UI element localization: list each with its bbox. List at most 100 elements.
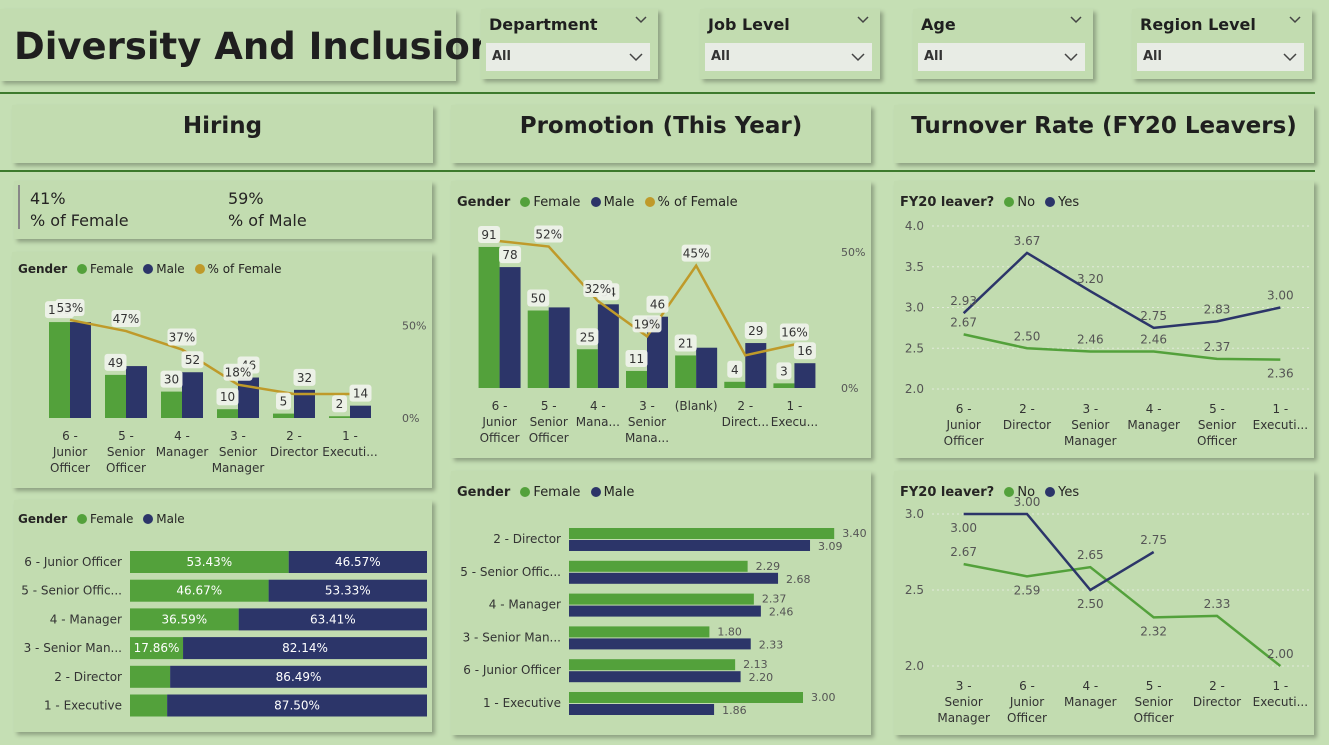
legend-pct-marker: [644, 197, 655, 207]
kpi-male-value: 59%: [228, 189, 264, 208]
slicer-dropdown[interactable]: All: [705, 43, 872, 71]
bar-female: [273, 413, 294, 418]
slicer-dropdown[interactable]: All: [486, 43, 650, 71]
turnover-line-chart-1[interactable]: FY20 leaver? No Yes 4.0 3.5 3.0 2.5 2.0 6 -Ju…: [894, 181, 1314, 458]
data-label-female: 3: [780, 364, 788, 378]
section-hiring: Hiring: [12, 105, 433, 163]
legend-male: Male: [603, 485, 635, 500]
kpi-accent-bar: [18, 185, 20, 229]
slicer-dropdown[interactable]: All: [918, 43, 1085, 71]
data-label-female: 2: [336, 397, 344, 411]
legend-no: No: [1017, 485, 1036, 500]
hiring-combo-chart[interactable]: Gender Female Male % of Female 50% 0% 6 -J…: [12, 252, 432, 488]
x-tick-label: (Blank): [675, 399, 718, 413]
chart-legend: Gender Female Male % of Female: [18, 262, 282, 276]
line-yes: [962, 251, 1281, 330]
data-label-no: 2.50: [1014, 329, 1041, 343]
legend-pct-female: % of Female: [657, 195, 738, 210]
bar-male: [182, 372, 203, 418]
bar-female: [527, 310, 549, 388]
chevron-down-icon[interactable]: [856, 15, 870, 25]
slicer-age[interactable]: Age All: [913, 9, 1093, 79]
bar-female: [569, 593, 754, 605]
hiring-combo-svg: 50% 0% 6 -Junior Officer 5 -Senior Officer 4 -…: [45, 298, 426, 475]
x-tick-label: 3 -Senior Manager: [212, 429, 265, 475]
y-tick-label: 6 - Junior Officer: [463, 663, 561, 677]
bar-male: [745, 343, 767, 388]
line-yes: [963, 512, 1155, 592]
bar-male: [548, 307, 570, 388]
slicer-dropdown[interactable]: All: [1137, 43, 1304, 71]
x-tick-label: 1 -Execu...: [771, 399, 818, 429]
data-label-male: 82.14%: [282, 641, 328, 655]
data-label-female-bg: [160, 370, 183, 388]
bar-female: [773, 383, 795, 388]
data-label-female: 2.13: [743, 658, 768, 671]
y-tick-label: 3.0: [905, 507, 924, 521]
slicer-value: All: [711, 49, 730, 64]
y-tick-label: 5 - Senior Offic...: [460, 565, 561, 579]
data-label-male: 2.33: [759, 638, 784, 651]
y-tick-label: 3 - Senior Man...: [24, 641, 122, 655]
promotion-combo-chart[interactable]: Gender Female Male % of Female 50% 0% 6 -J…: [451, 181, 871, 458]
bar-male: [70, 322, 91, 418]
legend-male: Male: [156, 262, 185, 276]
bar-male: [499, 267, 521, 388]
data-label-pct: 45%: [683, 247, 710, 261]
turnover-line-chart-2[interactable]: FY20 leaver? No Yes 3.0 2.5 2.0 3 -Senior Ma…: [894, 471, 1314, 735]
legend-male-marker: [590, 197, 601, 207]
legend-yes: Yes: [1058, 195, 1080, 210]
chevron-down-icon[interactable]: [1288, 15, 1302, 25]
x-tick-label: 2 -Director: [1193, 679, 1241, 709]
legend-title: Gender: [457, 485, 511, 500]
data-label-yes: 2.93: [950, 294, 977, 308]
hiring-stacked-chart[interactable]: Gender Female Male 6 - Junior Officer 53.…: [14, 500, 432, 732]
legend-female-marker: [520, 197, 531, 207]
x-tick-label: 4 -Manager: [1127, 402, 1180, 432]
x-tick-label: 6 -Junior Officer: [944, 402, 984, 448]
slicer-value: All: [492, 49, 511, 64]
section-turnover: Turnover Rate (FY20 Leavers): [894, 105, 1314, 163]
slicer-region-level[interactable]: Region Level All: [1132, 9, 1312, 79]
data-label-pct: 32%: [585, 282, 612, 296]
data-label-pct-bg: [681, 244, 711, 262]
data-label-no: 2.46: [1077, 333, 1104, 347]
y-tick-label: 6 - Junior Officer: [24, 555, 122, 569]
y2-tick: 0%: [402, 412, 419, 425]
data-label-male-bg: [744, 322, 767, 340]
chevron-down-icon: [629, 53, 643, 62]
data-label-male: 46: [650, 298, 665, 312]
line-no: [963, 333, 1281, 361]
kpi-card: 41% % of Female 59% % of Male: [14, 181, 432, 239]
data-label-male: 87.50%: [274, 699, 320, 713]
chevron-down-icon[interactable]: [1069, 15, 1083, 25]
bar-female: [130, 637, 184, 660]
data-label-female: 4: [731, 363, 739, 377]
data-label-female: 1.80: [717, 625, 742, 638]
y2-tick: 50%: [402, 320, 426, 333]
data-label-male-bg: [181, 351, 204, 369]
promotion-hbar-chart[interactable]: Gender Female Male 2 - Director 3.40 3.09 5…: [451, 471, 871, 735]
data-label-male-bg: [349, 384, 372, 402]
data-label-male: 3.09: [818, 540, 843, 553]
bar-female: [130, 665, 171, 688]
data-label-female: 3.00: [811, 691, 836, 704]
data-label-male: 1.86: [722, 704, 747, 717]
data-label-male: 29: [748, 324, 763, 338]
x-tick-label: 1 -Executi...: [322, 429, 377, 459]
pct-female-line: [69, 318, 350, 396]
x-tick-label: 4 -Manager: [156, 429, 209, 459]
data-label-male-bg: [499, 246, 522, 264]
bar-female: [161, 391, 182, 418]
data-label-male-bg: [293, 368, 316, 386]
chevron-down-icon[interactable]: [634, 15, 648, 25]
y-tick-label: 2.0: [905, 659, 924, 673]
bar-female: [329, 416, 350, 418]
slicer-job-level[interactable]: Job Level All: [700, 9, 880, 79]
data-label-female: 3.40: [842, 527, 867, 540]
slicer-department[interactable]: Department All: [481, 9, 658, 79]
section-promotion: Promotion (This Year): [451, 105, 871, 163]
legend-male: Male: [603, 195, 635, 210]
data-label-no: 2.46: [1140, 333, 1167, 347]
